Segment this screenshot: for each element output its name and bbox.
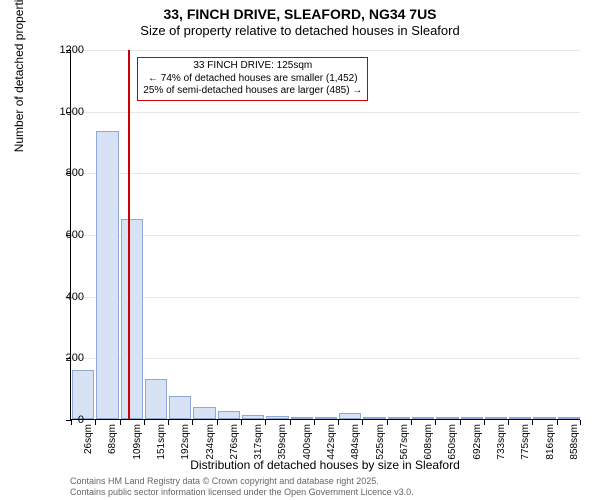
bar <box>242 415 264 419</box>
y-axis-label: Number of detached properties <box>12 0 26 152</box>
x-tick <box>435 420 436 425</box>
chart-subtitle: Size of property relative to detached ho… <box>0 23 600 38</box>
grid-line <box>71 297 580 298</box>
x-tick <box>168 420 169 425</box>
x-tick <box>362 420 363 425</box>
bar <box>533 417 555 419</box>
footer-line-2: Contains public sector information licen… <box>70 487 414 498</box>
x-tick <box>460 420 461 425</box>
footer-attribution: Contains HM Land Registry data © Crown c… <box>70 476 414 498</box>
x-tick <box>241 420 242 425</box>
bar <box>363 417 385 419</box>
bar <box>218 411 240 419</box>
annotation-box: 33 FINCH DRIVE: 125sqm← 74% of detached … <box>137 57 368 101</box>
bar <box>339 413 361 419</box>
grid-line <box>71 50 580 51</box>
x-tick <box>290 420 291 425</box>
annotation-line: 25% of semi-detached houses are larger (… <box>143 85 362 98</box>
grid-line <box>71 112 580 113</box>
footer-line-1: Contains HM Land Registry data © Crown c… <box>70 476 414 487</box>
grid-line <box>71 173 580 174</box>
bar <box>193 407 215 419</box>
x-tick <box>532 420 533 425</box>
bar <box>145 379 167 419</box>
bar <box>461 417 483 419</box>
bar <box>509 417 531 419</box>
x-tick <box>338 420 339 425</box>
plot-area: 26sqm68sqm109sqm151sqm192sqm234sqm276sqm… <box>70 50 580 420</box>
annotation-line: ← 74% of detached houses are smaller (1,… <box>143 73 362 86</box>
x-tick <box>192 420 193 425</box>
grid-line <box>71 358 580 359</box>
bar <box>485 417 507 419</box>
x-tick <box>508 420 509 425</box>
chart-title: 33, FINCH DRIVE, SLEAFORD, NG34 7US <box>0 6 600 22</box>
bar <box>169 396 191 419</box>
x-tick <box>411 420 412 425</box>
y-tick-label: 600 <box>44 229 84 241</box>
x-tick <box>314 420 315 425</box>
y-tick-label: 1000 <box>44 106 84 118</box>
annotation-line: 33 FINCH DRIVE: 125sqm <box>143 60 362 73</box>
x-tick <box>484 420 485 425</box>
bar <box>291 417 313 419</box>
x-tick <box>144 420 145 425</box>
y-tick-label: 800 <box>44 167 84 179</box>
title-block: 33, FINCH DRIVE, SLEAFORD, NG34 7US Size… <box>0 0 600 38</box>
x-axis-label: Distribution of detached houses by size … <box>70 458 580 472</box>
grid-line <box>71 235 580 236</box>
x-tick <box>265 420 266 425</box>
bar <box>266 416 288 419</box>
bar <box>121 219 143 419</box>
bar <box>388 417 410 419</box>
y-tick-label: 400 <box>44 291 84 303</box>
x-tick <box>217 420 218 425</box>
bar <box>558 417 580 419</box>
bar <box>96 131 118 419</box>
y-tick-label: 200 <box>44 352 84 364</box>
x-tick <box>95 420 96 425</box>
x-tick <box>387 420 388 425</box>
bar <box>72 370 94 419</box>
x-tick <box>557 420 558 425</box>
marker-line <box>128 50 130 419</box>
y-tick-label: 1200 <box>44 44 84 56</box>
x-tick <box>580 420 581 425</box>
bar <box>315 417 337 419</box>
y-tick-label: 0 <box>44 414 84 426</box>
bar <box>412 417 434 419</box>
bar <box>436 417 458 419</box>
chart-container: 33, FINCH DRIVE, SLEAFORD, NG34 7US Size… <box>0 0 600 500</box>
x-tick <box>120 420 121 425</box>
